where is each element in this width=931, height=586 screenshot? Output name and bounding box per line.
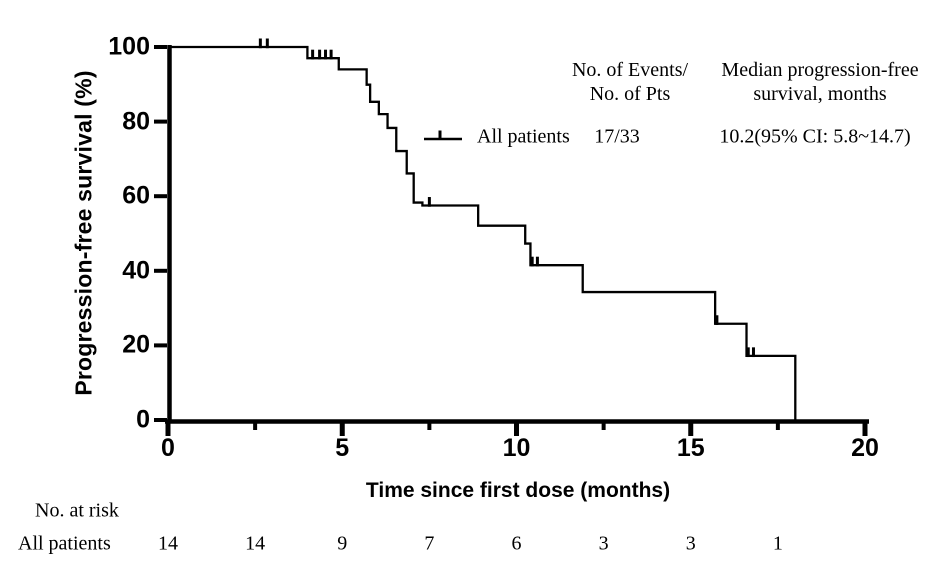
legend-events-header-line2: No. of Pts xyxy=(589,83,671,105)
legend-median-header-line1: Median progression-free xyxy=(721,59,919,81)
legend-series-label: All patients xyxy=(477,125,570,148)
legend-events-header: No. of Events/ No. of Pts xyxy=(572,58,688,106)
at-risk-row-label: All patients xyxy=(18,532,111,555)
at-risk-title: No. at risk xyxy=(35,499,119,522)
legend-median-header: Median progression-free survival, months xyxy=(721,58,918,106)
legend-median-value: 10.2(95% CI: 5.8~14.7) xyxy=(719,125,911,148)
y-axis-title: Progression-free survival (%) xyxy=(70,70,97,396)
legend-events-value: 17/33 xyxy=(594,125,640,148)
legend-median-header-line2: survival, months xyxy=(753,83,887,105)
legend-events-header-line1: No. of Events/ xyxy=(571,59,689,81)
x-axis-title: Time since first dose (months) xyxy=(365,479,671,502)
km-censor-symbol-icon xyxy=(424,130,462,141)
km-curve-all-patients xyxy=(168,45,797,420)
